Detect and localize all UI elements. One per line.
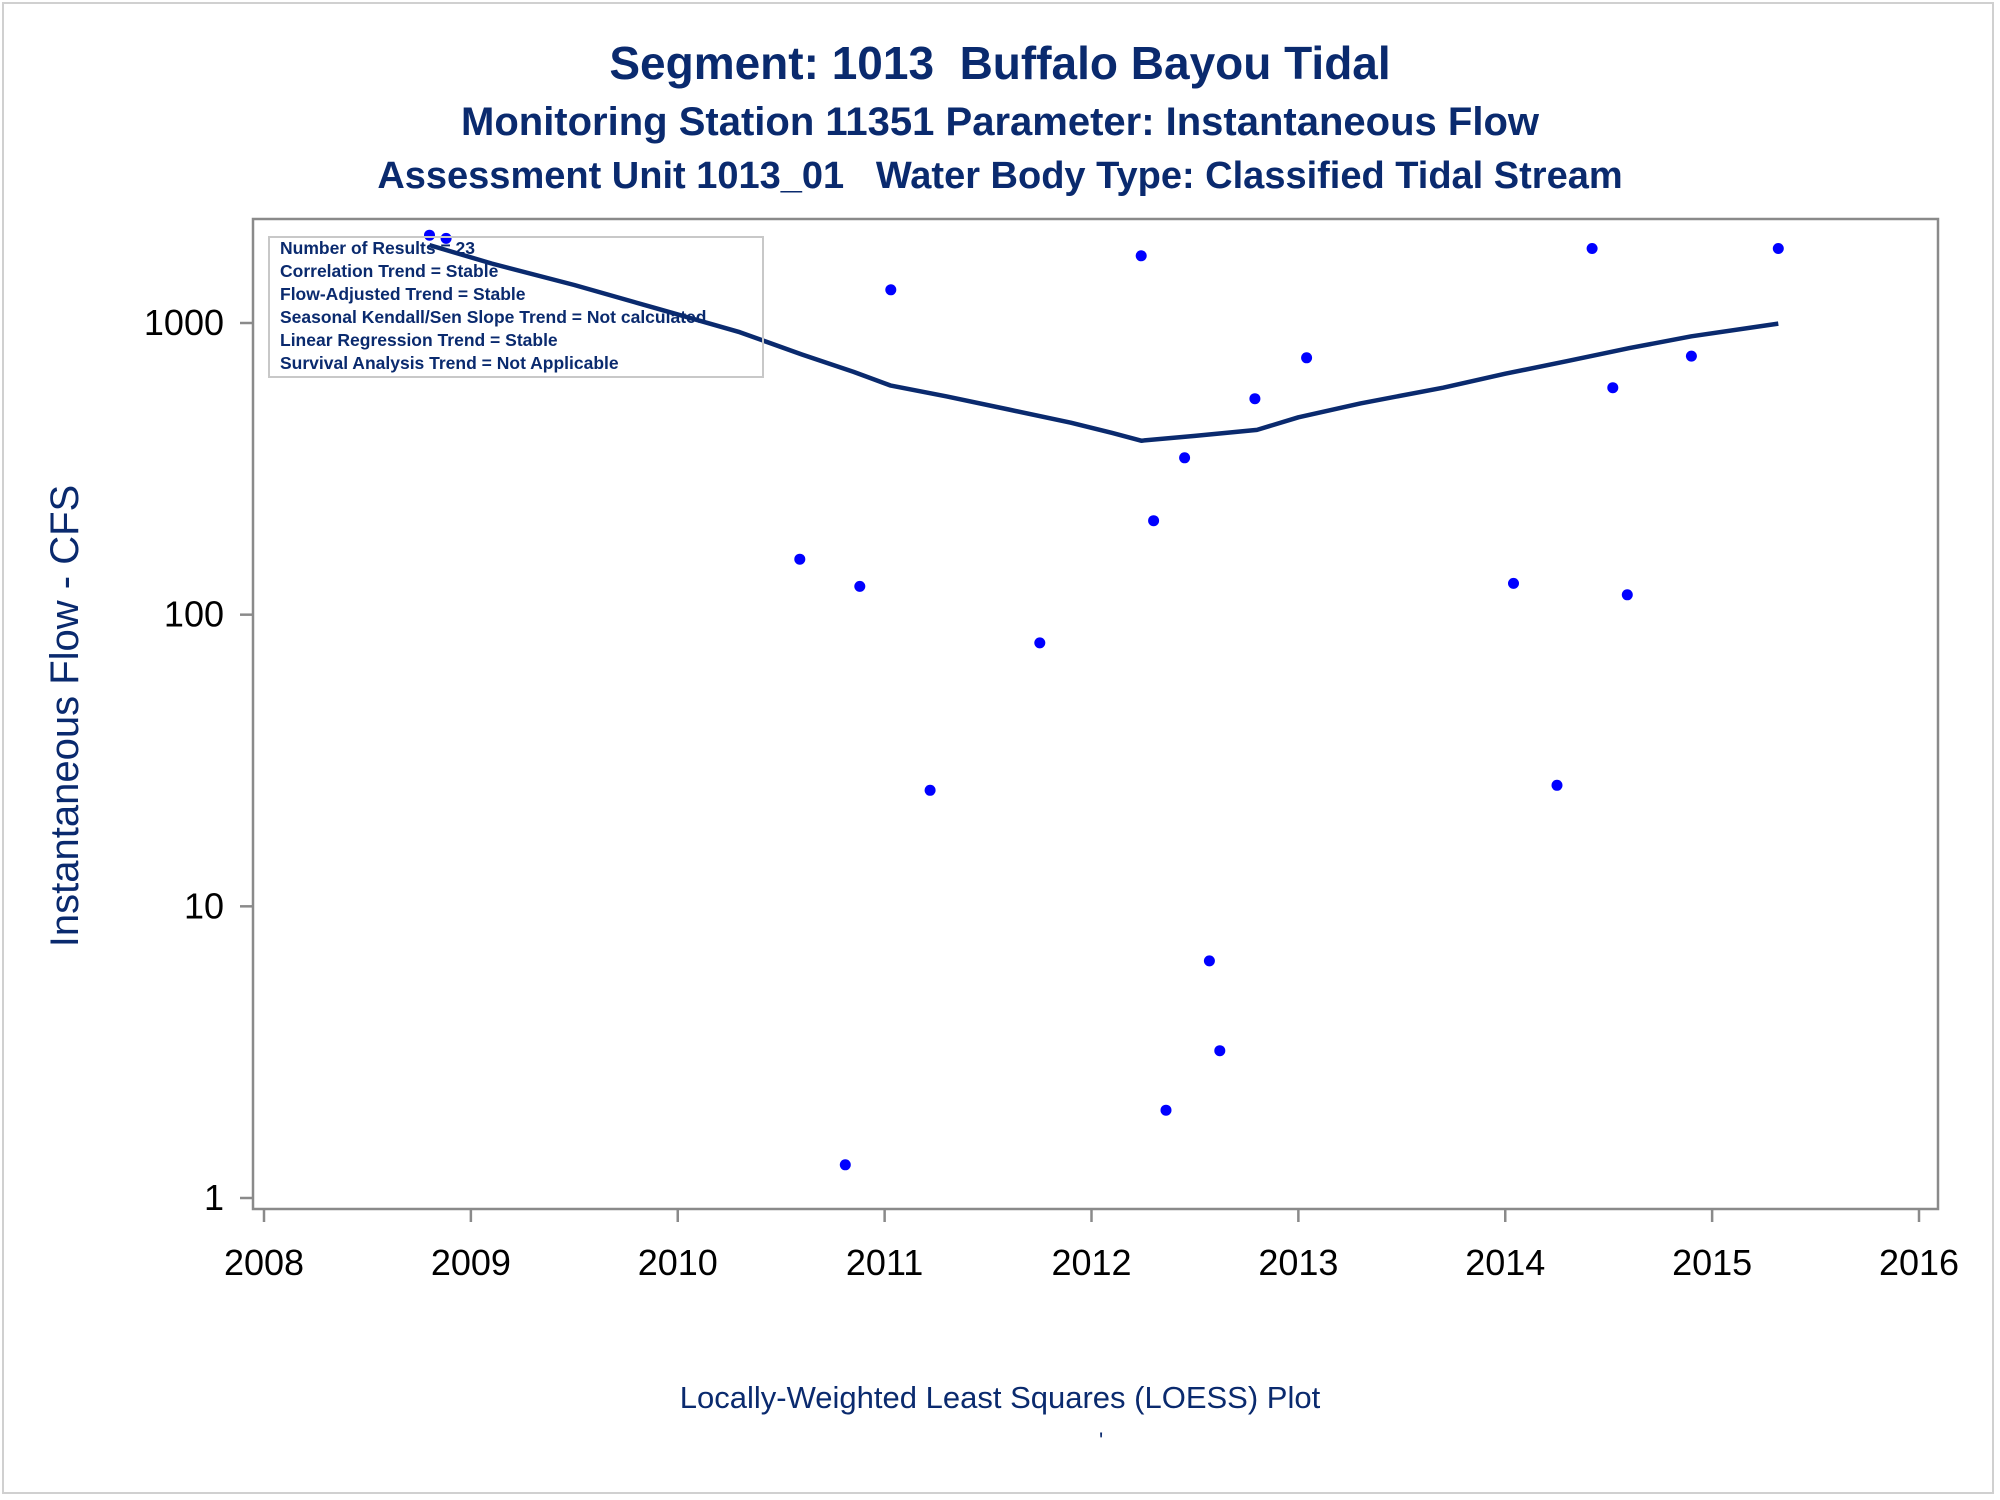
data-point [1301, 352, 1313, 364]
data-point [1249, 393, 1261, 405]
data-point [885, 284, 897, 296]
data-point [854, 580, 866, 592]
y-tick-label: 1 [204, 1177, 224, 1218]
data-point [1508, 577, 1519, 589]
data-point [1772, 243, 1784, 254]
loess-line [428, 242, 1779, 443]
x-tick-label: 2008 [224, 1242, 304, 1283]
data-point [1203, 955, 1215, 967]
data-point [1685, 350, 1697, 362]
stat-survival-analysis-trend: Survival Analysis Trend = Not Applicable [280, 353, 619, 373]
data-point [839, 1159, 851, 1171]
plot-border [251, 217, 1940, 1211]
data-point [1586, 243, 1598, 254]
stat-linear-regression-trend: Linear Regression Trend = Stable [280, 330, 558, 350]
data-point [794, 553, 806, 565]
x-tick-label: 2012 [1051, 1242, 1131, 1283]
data-point [1551, 779, 1563, 791]
y-tick-label: 10 [184, 885, 224, 926]
x-tick-label: 2016 [1879, 1242, 1959, 1283]
data-point [1034, 637, 1046, 649]
plot-method-note: Locally-Weighted Least Squares (LOESS) P… [679, 1380, 1321, 1415]
x-tick-label: 2015 [1672, 1242, 1752, 1283]
chart-subtitle-assessment: Assessment Unit 1013_01 Water Body Type:… [377, 155, 1623, 197]
stat-correlation-trend: Correlation Trend = Stable [280, 261, 499, 281]
y-tick-label: 1000 [144, 302, 224, 343]
data-point [440, 232, 452, 244]
y-axis-label: Instantaneous Flow - CFS [43, 485, 87, 947]
chart-subtitle-station: Monitoring Station 11351 Parameter: Inst… [461, 100, 1539, 144]
data-point [1607, 382, 1619, 394]
data-point [1214, 1045, 1226, 1057]
data-point [1179, 452, 1191, 464]
data-point [1621, 589, 1633, 601]
data-point [1148, 515, 1160, 527]
x-tick-label: 2014 [1465, 1242, 1545, 1283]
data-point [924, 784, 936, 796]
stat-number-of-results: Number of Results = 23 [280, 238, 475, 258]
y-tick-label: 100 [164, 594, 224, 635]
x-tick-label: 2010 [638, 1242, 718, 1283]
data-point [1135, 250, 1147, 262]
x-tick-label: 2013 [1258, 1242, 1338, 1283]
footer-mark: ' [1099, 1428, 1104, 1453]
chart-title: Segment: 1013 Buffalo Bayou Tidal [609, 37, 1391, 89]
stat-seasonal-kendall-trend: Seasonal Kendall/Sen Slope Trend = Not c… [280, 307, 707, 327]
x-tick-label: 2011 [846, 1242, 923, 1283]
x-tick-label: 2009 [431, 1242, 511, 1283]
stats-box [268, 236, 764, 378]
data-point [1160, 1104, 1172, 1116]
stat-flow-adjusted-trend: Flow-Adjusted Trend = Stable [280, 284, 526, 304]
